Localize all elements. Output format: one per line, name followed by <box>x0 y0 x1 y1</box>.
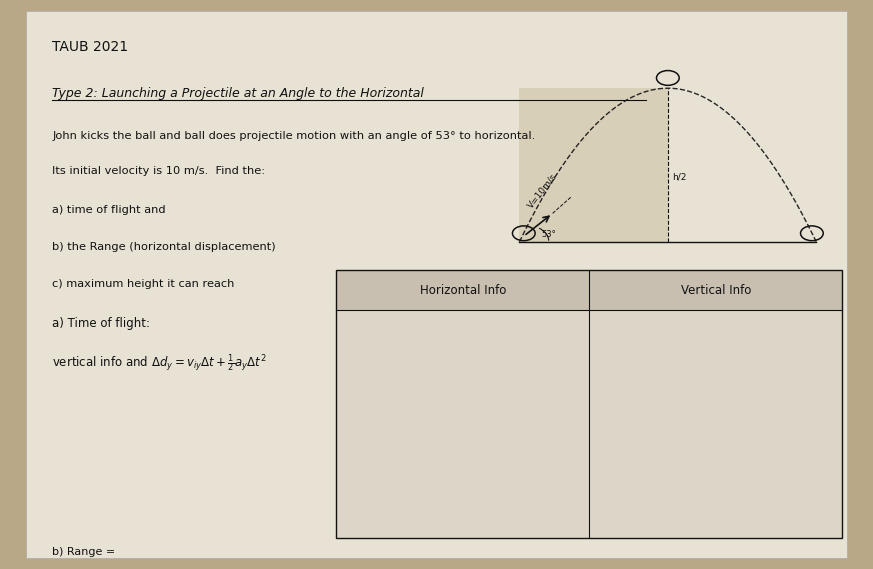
Text: b) Range =: b) Range = <box>52 547 115 557</box>
Text: c) maximum height it can reach: c) maximum height it can reach <box>52 279 235 290</box>
Text: TAUB 2021: TAUB 2021 <box>52 40 128 54</box>
Text: Type 2: Launching a Projectile at an Angle to the Horizontal: Type 2: Launching a Projectile at an Ang… <box>52 86 424 100</box>
Text: a) time of flight and: a) time of flight and <box>52 205 166 216</box>
Text: h/2: h/2 <box>672 172 686 182</box>
Text: John kicks the ball and ball does projectile motion with an angle of 53° to hori: John kicks the ball and ball does projec… <box>52 131 536 142</box>
Text: b) the Range (horizontal displacement): b) the Range (horizontal displacement) <box>52 242 276 253</box>
Text: Vertical Info: Vertical Info <box>681 284 751 296</box>
Bar <box>336 270 842 310</box>
Text: 53°: 53° <box>541 230 556 240</box>
Text: a) Time of flight:: a) Time of flight: <box>52 317 150 330</box>
Text: vertical info and $\Delta d_y = v_{iy}\Delta t + \frac{1}{2}a_y\Delta t^2$: vertical info and $\Delta d_y = v_{iy}\D… <box>52 353 267 374</box>
Text: V=10m/s: V=10m/s <box>526 171 559 210</box>
Bar <box>519 88 668 242</box>
Bar <box>336 270 842 538</box>
Bar <box>336 270 842 538</box>
FancyBboxPatch shape <box>26 11 847 558</box>
Text: Horizontal Info: Horizontal Info <box>420 284 505 296</box>
Text: Its initial velocity is 10 m/s.  Find the:: Its initial velocity is 10 m/s. Find the… <box>52 166 265 176</box>
